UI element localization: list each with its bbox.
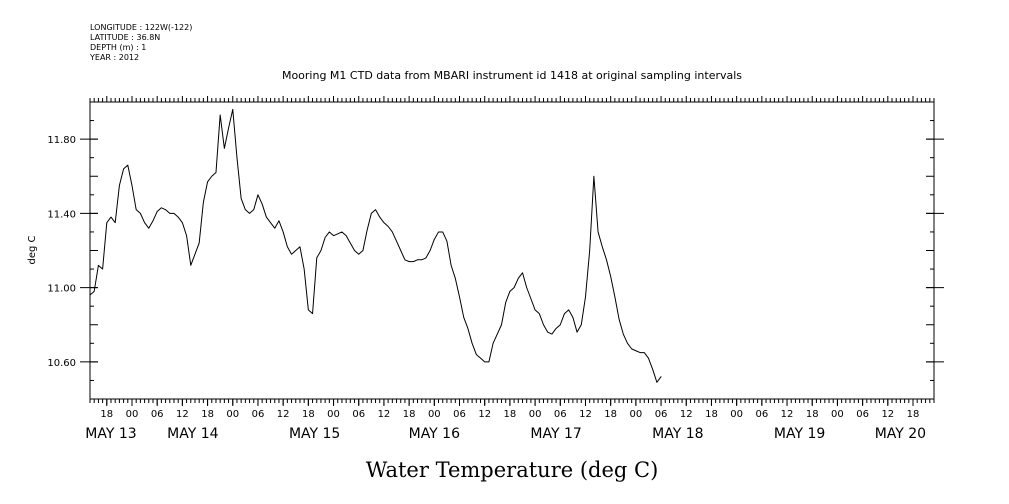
x-hour-tick-label: 06 (856, 409, 869, 420)
depth-label: DEPTH (m) : 1 (90, 43, 146, 52)
x-hour-tick-label: 18 (604, 409, 617, 420)
series-layer (89, 108, 662, 383)
x-date-label: MAY 13 (85, 426, 136, 442)
x-hour-tick-label: 00 (630, 409, 643, 420)
y-axis-label: deg C (27, 235, 38, 264)
x-hour-tick-label: 12 (680, 409, 693, 420)
x-hour-tick-label: 06 (554, 409, 567, 420)
x-hour-tick-label: 18 (806, 409, 819, 420)
plot-frame (89, 101, 935, 400)
x-hour-tick-label: 00 (529, 409, 542, 420)
longitude-label: LONGITUDE : 122W(-122) (90, 23, 192, 32)
x-hour-tick-label: 18 (100, 409, 113, 420)
x-hour-tick-label: 00 (226, 409, 239, 420)
x-hour-tick-label: 06 (655, 409, 668, 420)
x-axis: 18 00 06 12 18 00 06 12 18 00 06 12 18 00 06 12 18 00 06 12… (85, 96, 935, 442)
x-date-label: MAY 19 (774, 426, 825, 442)
x-hour-tick-label: 12 (781, 409, 794, 420)
x-hour-tick-label: 12 (176, 409, 189, 420)
x-date-label: MAY 16 (409, 426, 460, 442)
y-tick-label: 11.00 (47, 284, 76, 295)
x-hour-tick-label: 00 (428, 409, 441, 420)
x-hour-tick-label: 12 (478, 409, 491, 420)
x-hour-tick-label: 18 (302, 409, 315, 420)
x-date-label: MAY 17 (530, 426, 581, 442)
x-hour-tick-label: 06 (352, 409, 365, 420)
x-hour-tick-label: 18 (201, 409, 214, 420)
x-hour-tick-label: 06 (151, 409, 164, 420)
x-hour-tick-label: 18 (504, 409, 517, 420)
x-hour-tick-label: 12 (378, 409, 391, 420)
x-hour-tick-label: 00 (831, 409, 844, 420)
x-date-label: MAY 14 (167, 426, 218, 442)
y-tick-label: 11.40 (47, 209, 76, 220)
x-hour-tick-label: 00 (730, 409, 743, 420)
chart-title: Mooring M1 CTD data from MBARI instrumen… (282, 69, 742, 82)
year-label: YEAR : 2012 (89, 53, 139, 62)
temperature-series-line (89, 108, 662, 383)
footer-label: Water Temperature (deg C) (366, 458, 659, 482)
x-hour-tick-label: 06 (453, 409, 466, 420)
x-hour-tick-label: 00 (126, 409, 139, 420)
x-date-label: MAY 15 (289, 426, 340, 442)
y-tick-label: 10.60 (47, 358, 76, 369)
x-hour-tick-label: 06 (252, 409, 265, 420)
y-tick-label: 11.80 (47, 135, 76, 146)
x-hour-tick-label: 12 (579, 409, 592, 420)
x-hour-tick-label: 18 (705, 409, 718, 420)
x-hour-tick-label: 00 (327, 409, 340, 420)
x-hour-tick-label: 12 (277, 409, 290, 420)
x-hour-tick-label: 18 (403, 409, 416, 420)
x-hour-tick-label: 06 (755, 409, 768, 420)
latitude-label: LATITUDE : 36.8N (90, 33, 160, 42)
x-hour-tick-label: 12 (881, 409, 894, 420)
y-axis: 10.60 11.00 11.40 11.80 (47, 101, 944, 400)
x-date-label: MAY 20 (875, 426, 926, 442)
x-date-label: MAY 18 (652, 426, 703, 442)
x-hour-tick-label: 18 (907, 409, 920, 420)
